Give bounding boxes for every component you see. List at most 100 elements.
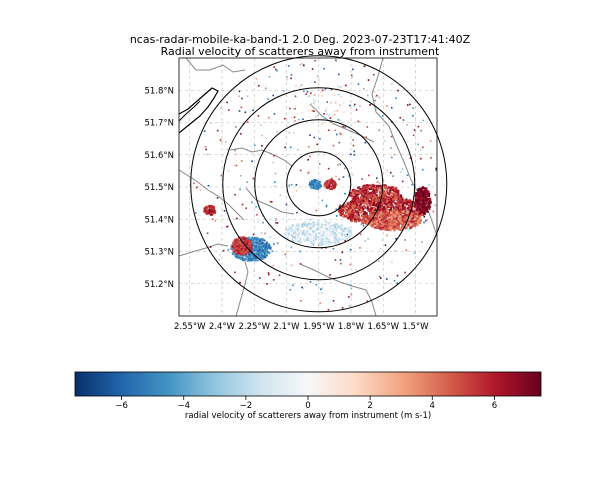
- echo-pixel: [393, 207, 396, 210]
- echo-pixel: [375, 199, 378, 202]
- range-ring: [286, 151, 352, 217]
- echo-pixel: [300, 234, 303, 237]
- echo-pixel: [254, 257, 257, 260]
- echo-pixel: [424, 210, 427, 213]
- echo-pixel: [317, 184, 320, 187]
- echo-pixel: [206, 205, 209, 208]
- echo-pixel: [351, 208, 354, 211]
- echo-pixel: [328, 239, 331, 242]
- echo-pixel: [384, 202, 387, 205]
- echo-pixel: [351, 173, 354, 176]
- echo-pixel: [220, 174, 223, 177]
- echo-pixel: [288, 184, 291, 187]
- echo-pixel: [318, 220, 321, 223]
- echo-pixel: [418, 205, 421, 208]
- echo-pixel: [243, 246, 246, 249]
- echo-pixel: [365, 198, 369, 201]
- echo-pixel: [252, 233, 255, 236]
- lon-tick-label: 2.4°W: [209, 322, 236, 332]
- echo-pixel: [256, 242, 259, 245]
- echo-pixel: [335, 230, 338, 233]
- echo-pixel: [405, 225, 409, 228]
- echo-pixel: [238, 110, 241, 112]
- echo-pixel: [421, 241, 423, 243]
- echo-pixel: [418, 216, 421, 220]
- echo-pixel: [302, 64, 305, 67]
- echo-pixel: [388, 217, 391, 221]
- echo-pixel: [246, 242, 249, 245]
- echo-pixel: [416, 204, 419, 207]
- echo-pixel: [339, 225, 342, 228]
- echo-pixel: [364, 189, 367, 192]
- echo-pixel: [374, 99, 376, 102]
- echo-pixel: [373, 199, 376, 202]
- echo-pixel: [335, 208, 337, 210]
- echo-pixel: [335, 236, 338, 239]
- echo-pixel: [361, 221, 365, 224]
- echo-pixel: [381, 210, 385, 214]
- echo-pixel: [302, 287, 304, 290]
- colorbar-gradient: [75, 372, 541, 396]
- echo-pixel: [233, 245, 236, 248]
- echo-pixel: [425, 192, 428, 195]
- echo-pixel: [362, 186, 365, 189]
- echo-pixel: [238, 256, 241, 259]
- echo-pixel: [332, 232, 335, 235]
- echo-pixel: [435, 167, 437, 170]
- echo-pixel: [380, 213, 383, 216]
- echo-pixel: [393, 213, 396, 216]
- echo-pixel: [272, 279, 275, 281]
- echo-pixel: [312, 99, 315, 102]
- echo-pixel: [333, 180, 336, 183]
- echo-pixel: [391, 83, 393, 85]
- echo-pixel: [340, 86, 342, 88]
- echo-pixel: [252, 256, 255, 259]
- range-ring: [222, 87, 416, 281]
- echo-pixel: [380, 188, 383, 191]
- echo-pixel: [334, 225, 337, 228]
- echo-pixel: [248, 252, 251, 255]
- echo-pixel: [366, 184, 369, 187]
- echo-pixel: [324, 234, 327, 237]
- echo-pixel: [363, 197, 366, 200]
- echo-pixel: [320, 223, 323, 226]
- echo-pixel: [389, 188, 392, 191]
- echo-pixel: [232, 245, 235, 248]
- echo-pixel: [351, 194, 354, 197]
- echo-pixel: [427, 194, 430, 197]
- echo-pixel: [298, 232, 301, 235]
- echo-pixel: [389, 221, 392, 224]
- echo-pixel: [388, 228, 391, 231]
- echo-pixel: [350, 214, 353, 218]
- echo-pixel: [405, 249, 408, 252]
- echo-pixel: [429, 205, 432, 208]
- echo-pixel: [392, 227, 395, 230]
- echo-pixel: [330, 101, 332, 104]
- echo-pixel: [412, 201, 415, 204]
- echo-pixel: [210, 210, 213, 213]
- echo-pixel: [318, 232, 321, 235]
- echo-pixel: [360, 196, 364, 199]
- echo-pixel: [359, 105, 361, 107]
- echo-pixel: [247, 245, 250, 248]
- echo-pixel: [241, 257, 244, 260]
- echo-pixel: [339, 119, 342, 122]
- echo-pixel: [257, 115, 260, 117]
- echo-pixel: [339, 259, 342, 261]
- echo-pixel: [397, 197, 400, 200]
- echo-pixel: [325, 205, 328, 208]
- echo-pixel: [351, 219, 354, 222]
- echo-pixel: [394, 190, 398, 193]
- echo-pixel: [312, 181, 315, 184]
- echo-pixel: [321, 292, 323, 294]
- echo-pixel: [349, 248, 352, 251]
- echo-pixel: [247, 236, 250, 239]
- echo-pixel: [294, 238, 297, 241]
- echo-pixel: [309, 228, 312, 231]
- echo-pixel: [267, 116, 270, 119]
- echo-pixel: [290, 228, 293, 231]
- echo-pixel: [352, 198, 355, 201]
- echo-pixel: [421, 194, 424, 197]
- echo-pixel: [426, 206, 429, 209]
- echo-pixel: [430, 156, 432, 159]
